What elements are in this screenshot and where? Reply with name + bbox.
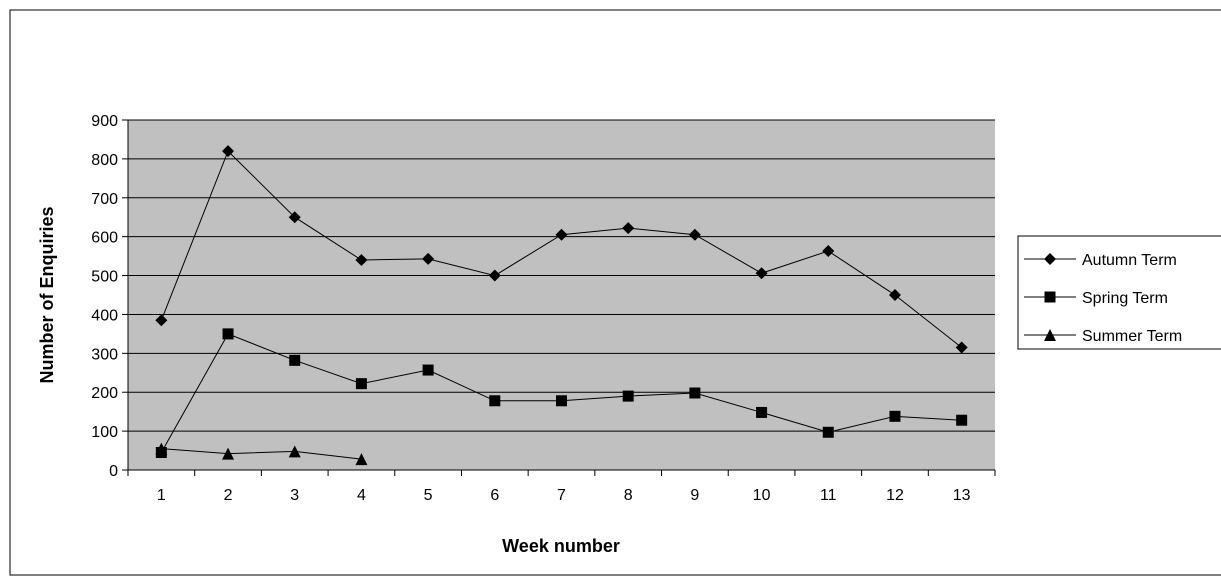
y-tick-label: 800 <box>91 152 118 169</box>
data-point <box>422 252 435 265</box>
x-tick-label: 6 <box>490 487 499 504</box>
x-tick-label: 9 <box>690 487 699 504</box>
series-autumn-term <box>155 145 968 354</box>
x-tick-label: 10 <box>753 487 771 504</box>
gridlines <box>128 119 995 432</box>
data-point <box>155 442 168 455</box>
data-point <box>756 406 768 418</box>
data-point <box>422 364 434 376</box>
data-point <box>888 289 901 301</box>
x-tick-label: 12 <box>886 487 904 504</box>
x-tick-label: 8 <box>624 487 633 504</box>
x-tick-label: 1 <box>157 487 166 504</box>
series-line <box>161 448 362 460</box>
series-summer-term <box>155 442 368 466</box>
data-point <box>289 354 301 366</box>
data-point <box>688 228 701 241</box>
data-point <box>288 211 301 224</box>
y-tick-label: 600 <box>91 230 118 247</box>
legend-marker <box>1044 329 1056 341</box>
data-point <box>889 410 901 422</box>
y-axis-title: Number of Enquiries <box>37 206 57 383</box>
legend-label: Spring Term <box>1082 290 1168 307</box>
x-tick-label: 2 <box>224 487 233 504</box>
legend-label: Summer Term <box>1082 328 1182 345</box>
data-point <box>222 328 234 340</box>
data-point <box>822 426 834 438</box>
data-point <box>822 245 835 258</box>
y-tick-label: 200 <box>91 385 118 402</box>
x-tick-label: 4 <box>357 487 366 504</box>
x-tick-label: 3 <box>290 487 299 504</box>
data-point <box>288 445 301 458</box>
data-point <box>555 228 568 241</box>
y-tick-label: 700 <box>91 191 118 208</box>
data-point <box>689 387 701 399</box>
data-point <box>955 341 968 354</box>
data-point <box>956 414 968 426</box>
data-point <box>222 145 235 158</box>
data-point <box>355 378 367 390</box>
legend: Autumn Term Spring Term Summer Term <box>1017 235 1221 350</box>
data-point <box>155 314 168 327</box>
data-point <box>755 267 768 280</box>
y-tick-label: 300 <box>91 346 118 363</box>
y-tick-label: 0 <box>109 463 118 480</box>
x-tick-label: 13 <box>953 487 971 504</box>
data-point <box>622 222 635 235</box>
y-tick-label: 100 <box>91 424 118 441</box>
data-point <box>556 395 567 407</box>
series-layer <box>155 145 968 466</box>
y-tick-label: 900 <box>91 113 118 130</box>
series-spring-term <box>155 328 968 458</box>
plot-area <box>128 120 995 470</box>
legend-label: Autumn Term <box>1082 252 1177 269</box>
legend-marker <box>1044 291 1056 303</box>
y-tick-label: 400 <box>91 307 118 324</box>
legend-marker <box>1044 253 1056 265</box>
data-point <box>489 395 501 407</box>
x-axis-title: Week number <box>502 536 620 556</box>
x-tick-label: 7 <box>557 487 566 504</box>
x-tick-label: 11 <box>820 487 837 504</box>
data-point <box>622 390 634 402</box>
data-point <box>355 254 368 266</box>
data-point <box>222 447 235 460</box>
data-point <box>488 269 501 282</box>
data-point <box>355 453 368 466</box>
x-tick-label: 5 <box>424 487 433 504</box>
y-tick-label: 500 <box>91 269 118 286</box>
